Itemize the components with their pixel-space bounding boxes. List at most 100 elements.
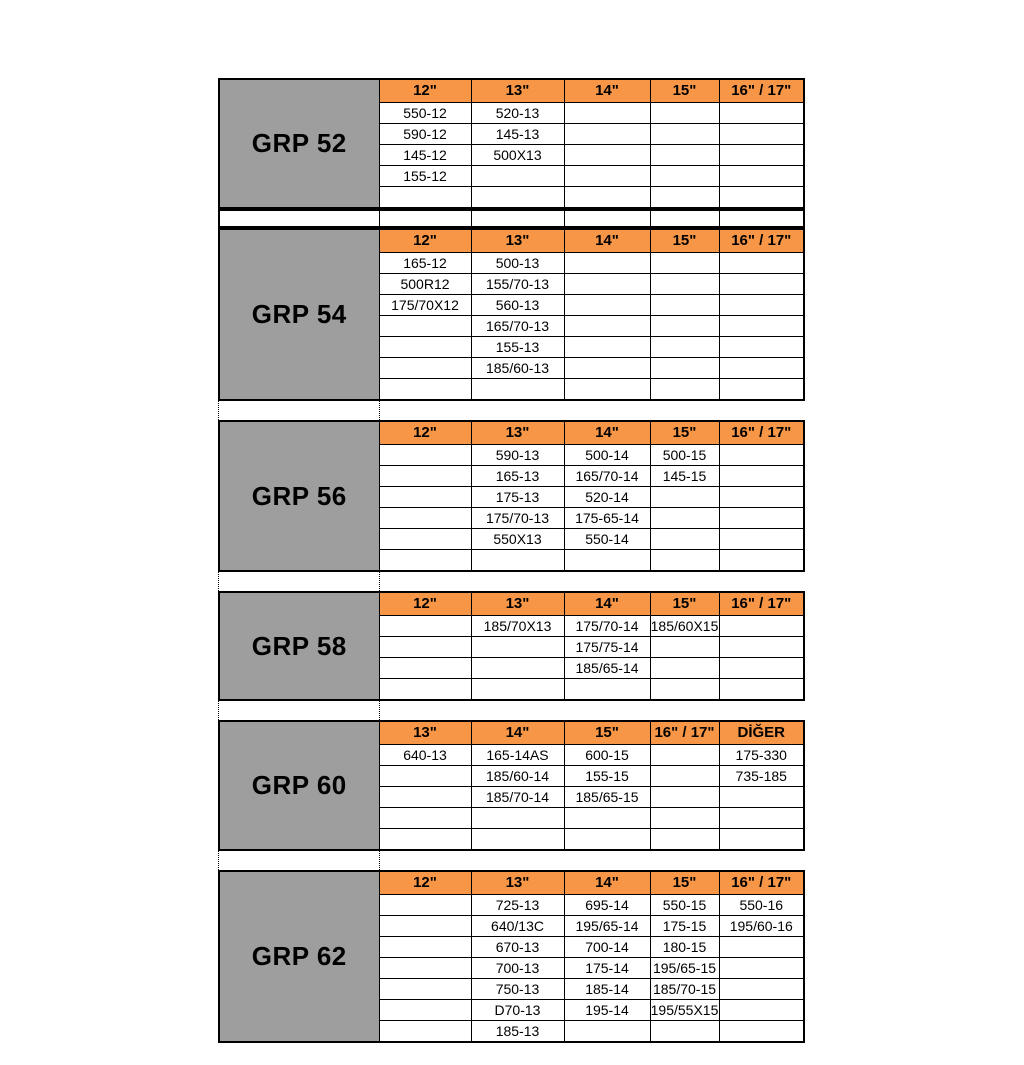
empty-cell xyxy=(649,294,720,316)
group-label-grp-60: GRP 60 xyxy=(218,720,380,851)
empty-cell xyxy=(378,507,472,529)
empty-cell xyxy=(563,209,651,228)
size-value-cell: 155-15 xyxy=(563,765,651,787)
empty-cell xyxy=(718,978,805,1000)
size-value-cell: 175-13 xyxy=(470,486,565,508)
empty-cell xyxy=(378,636,472,658)
empty-cell xyxy=(563,828,651,851)
empty-cell xyxy=(470,807,565,829)
table-row: 185-13 xyxy=(219,1020,805,1043)
size-column-header: 13" xyxy=(470,591,565,616)
table-row: 155-13 xyxy=(219,336,805,358)
header-row: GRP 54 12" 13" 14" 15" 16" / 17" xyxy=(218,228,805,401)
page-break-gap xyxy=(218,851,803,870)
size-value-cell: 195/55X15 xyxy=(649,999,720,1021)
table-row: 175/70X12 560-13 xyxy=(219,294,805,316)
size-value-cell: 550-16 xyxy=(718,894,805,916)
empty-cell xyxy=(649,657,720,679)
empty-cell xyxy=(649,678,720,701)
empty-cell xyxy=(718,936,805,958)
size-value-cell: 185/70-14 xyxy=(470,786,565,808)
empty-cell xyxy=(649,186,720,209)
size-column-header: 16" / 17" xyxy=(649,720,720,745)
empty-cell xyxy=(649,378,720,401)
empty-cell xyxy=(378,999,472,1021)
table-row: 640-13 165-14AS 600-15 175-330 xyxy=(219,744,805,766)
empty-cell xyxy=(718,486,805,508)
empty-cell xyxy=(378,615,472,637)
size-value-cell: 165-14AS xyxy=(470,744,565,766)
empty-cell xyxy=(718,549,805,572)
empty-cell xyxy=(649,507,720,529)
header-row: GRP 62 12" 13" 14" 15" 16" / 17" xyxy=(218,870,805,1043)
empty-cell xyxy=(649,828,720,851)
empty-cell xyxy=(378,465,472,487)
empty-cell xyxy=(718,786,805,808)
size-value-cell: 550X13 xyxy=(470,528,565,550)
size-column-header: 16" / 17" xyxy=(718,78,805,103)
size-column-header: 14" xyxy=(563,591,651,616)
size-value-cell: 590-12 xyxy=(378,123,472,145)
size-value-cell: 520-14 xyxy=(563,486,651,508)
size-value-cell: 165-12 xyxy=(378,252,472,274)
size-value-cell: 185-13 xyxy=(470,1020,565,1043)
empty-cell xyxy=(470,549,565,572)
group-label-grp-58: GRP 58 xyxy=(218,591,380,701)
empty-cell xyxy=(649,336,720,358)
table-row: 185/65-14 xyxy=(219,657,805,679)
size-column-header: 16" / 17" xyxy=(718,870,805,895)
empty-cell xyxy=(718,999,805,1021)
size-value-cell: 185/60-13 xyxy=(470,357,565,379)
group-label-grp-56: GRP 56 xyxy=(218,420,380,572)
page-break-gap xyxy=(218,701,803,720)
table-row: 670-13 700-14 180-15 xyxy=(219,936,805,958)
size-value-cell: 195/60-16 xyxy=(718,915,805,937)
size-value-cell: 145-15 xyxy=(649,465,720,487)
empty-cell xyxy=(718,209,805,228)
size-value-cell: 500-14 xyxy=(563,444,651,466)
empty-cell xyxy=(718,528,805,550)
size-value-cell: 195/65-14 xyxy=(563,915,651,937)
size-column-header: 14" xyxy=(563,228,651,253)
size-column-header: 14" xyxy=(563,870,651,895)
empty-cell xyxy=(718,294,805,316)
size-value-cell: 175-15 xyxy=(649,915,720,937)
empty-cell xyxy=(649,102,720,124)
empty-cell xyxy=(378,378,472,401)
size-value-cell: 185-14 xyxy=(563,978,651,1000)
header-row: GRP 56 12" 13" 14" 15" 16" / 17" xyxy=(218,420,805,572)
size-value-cell: 550-15 xyxy=(649,894,720,916)
size-value-cell: 165/70-14 xyxy=(563,465,651,487)
header-row: GRP 52 12" 13" 14" 15" 16" / 17" xyxy=(218,78,805,209)
page-break-dotted-lines xyxy=(218,572,380,591)
table-row: 185/70-14 185/65-15 xyxy=(219,786,805,808)
size-value-cell: 670-13 xyxy=(470,936,565,958)
size-column-header: 12" xyxy=(378,420,472,445)
size-column-header: 12" xyxy=(378,870,472,895)
size-column-header: 15" xyxy=(649,228,720,253)
size-value-cell: 725-13 xyxy=(470,894,565,916)
table-row: 145-12 500X13 xyxy=(219,144,805,166)
empty-cell xyxy=(378,528,472,550)
group-label-grp-54: GRP 54 xyxy=(218,228,380,401)
size-value-cell: 550-14 xyxy=(563,528,651,550)
empty-cell xyxy=(378,807,472,829)
size-value-cell: 700-13 xyxy=(470,957,565,979)
empty-cell xyxy=(378,894,472,916)
table-row xyxy=(219,186,805,209)
empty-cell xyxy=(378,957,472,979)
empty-cell xyxy=(649,786,720,808)
empty-cell xyxy=(718,678,805,701)
table-row: 500R12 155/70-13 xyxy=(219,273,805,295)
empty-cell xyxy=(718,378,805,401)
empty-cell xyxy=(563,549,651,572)
empty-cell xyxy=(649,528,720,550)
size-value-cell: 185/60-14 xyxy=(470,765,565,787)
empty-cell xyxy=(649,165,720,187)
group-label-grp-52: GRP 52 xyxy=(218,78,380,209)
empty-cell xyxy=(649,486,720,508)
empty-cell xyxy=(718,444,805,466)
size-column-header: 14" xyxy=(470,720,565,745)
table-row xyxy=(219,678,805,701)
